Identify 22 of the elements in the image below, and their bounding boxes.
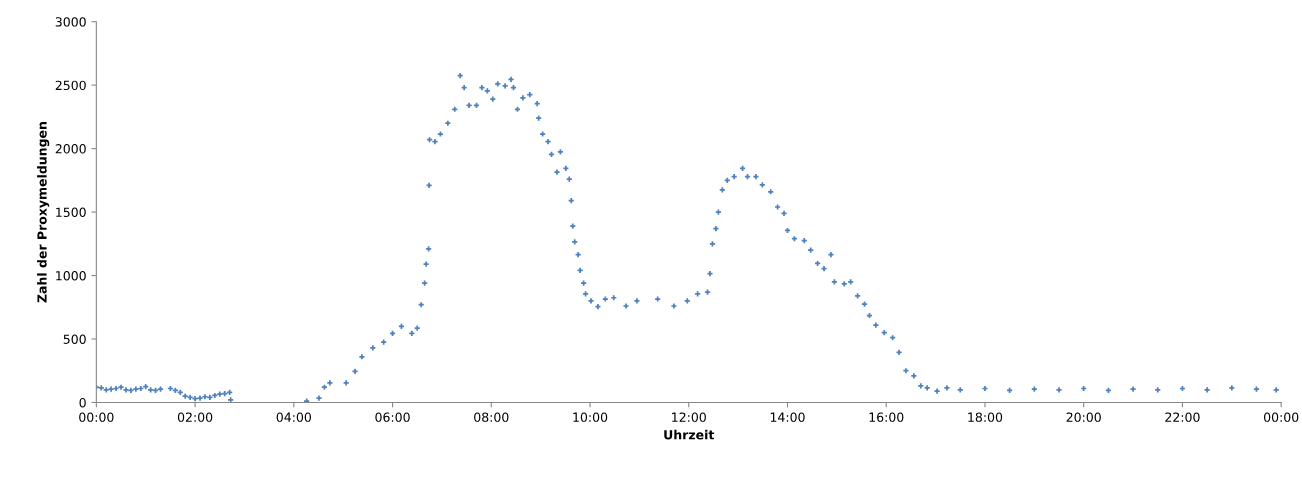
y-tick-label: 2000 (55, 144, 86, 154)
y-axis-title: Zahl der Proxymeldungen (37, 122, 50, 303)
x-tick-label: 12:00 (672, 412, 706, 422)
x-tick-label: 18:00 (968, 412, 1003, 422)
x-tick-label: 00:00 (79, 412, 114, 422)
y-tick-label: 500 (63, 334, 86, 344)
x-tick-label: 10:00 (573, 412, 608, 422)
x-tick-label: 06:00 (375, 412, 410, 422)
x-tick-label: 14:00 (770, 412, 805, 422)
y-tick-label: 2500 (55, 80, 86, 91)
y-tick-label: 0 (79, 397, 86, 408)
x-tick-label: 08:00 (474, 412, 509, 422)
x-tick-label: 20:00 (1066, 412, 1101, 422)
x-tick-label: 16:00 (869, 412, 904, 422)
y-tick-label: 1000 (56, 271, 86, 281)
x-tick-label: 00:00 (1263, 412, 1299, 422)
y-tick-label: 1500 (56, 207, 86, 218)
x-tick-label: 02:00 (177, 412, 213, 422)
x-tick-label: 04:00 (276, 412, 311, 422)
x-tick-label: 22:00 (1165, 412, 1200, 422)
x-axis-title: Uhrzeit (664, 429, 715, 440)
y-tick-label: 3000 (55, 17, 86, 27)
